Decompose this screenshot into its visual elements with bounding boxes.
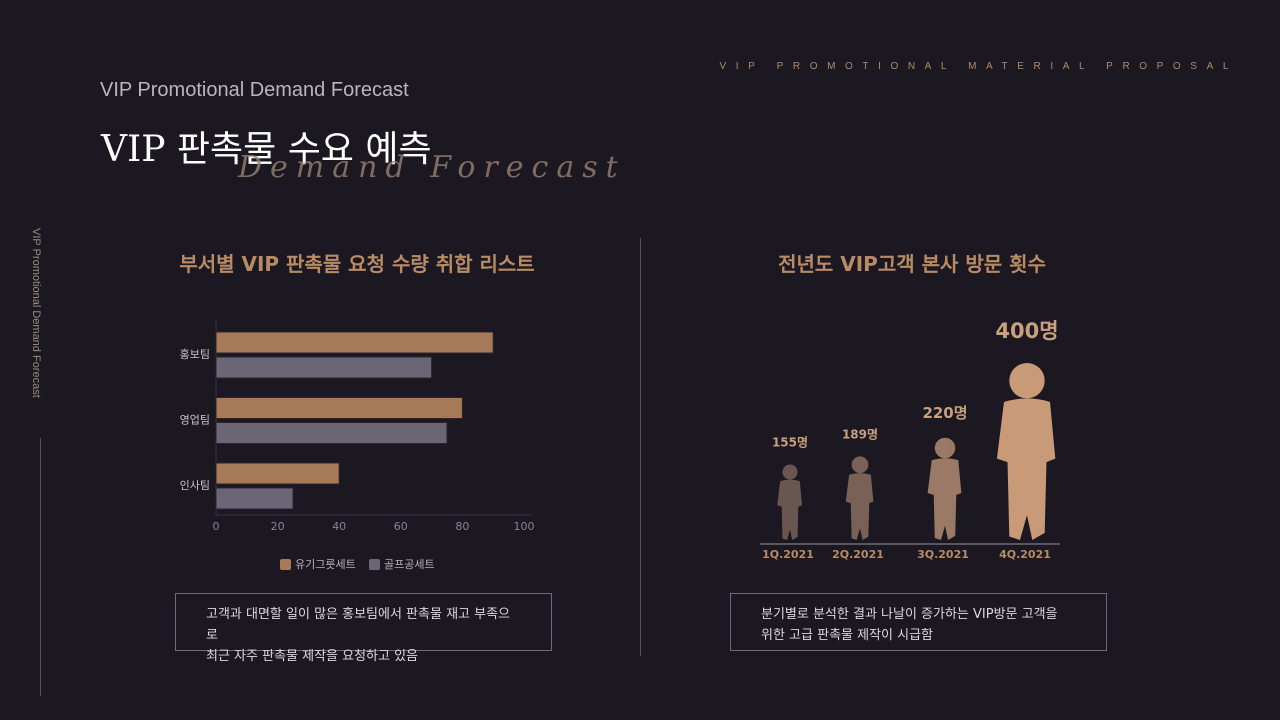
bar-bowl (215, 331, 494, 354)
bar-golf (215, 422, 448, 444)
person-head (1009, 363, 1045, 399)
note-line: 고객과 대면할 일이 많은 홍보팀에서 판촉물 재고 부족으로 (206, 607, 511, 643)
category-label: 인사팀 (180, 479, 210, 492)
person-silhouette-icon (777, 464, 803, 540)
right-note: 분기별로 분석한 결과 나날이 증가하는 VIP방문 고객을 위한 고급 판촉물… (730, 593, 1107, 651)
legend-swatch (280, 559, 291, 570)
note-line: 최근 자주 판촉물 제작을 요청하고 있음 (206, 649, 419, 664)
person-silhouette-icon (845, 456, 874, 540)
bar-golf (215, 356, 433, 379)
side-line (40, 438, 41, 696)
person-body (996, 398, 1056, 540)
bar-golf (215, 487, 294, 510)
category-label: 1Q.2021 (762, 548, 814, 561)
value-label: 400명 (995, 319, 1058, 343)
person-silhouette-icon (927, 437, 962, 540)
bar-bowl (215, 397, 463, 419)
right-panel-title: 전년도 VIP고객 본사 방문 횟수 (778, 252, 1046, 276)
note-line: 분기별로 분석한 결과 나날이 증가하는 VIP방문 고객을 (761, 607, 1058, 622)
value-label: 189명 (842, 427, 878, 441)
person-body (845, 473, 874, 540)
person-silhouette-icon (996, 363, 1056, 540)
category-label: 홍보팀 (180, 347, 210, 361)
x-tick-label: 40 (332, 520, 346, 533)
x-tick-label: 20 (271, 520, 285, 533)
legend-swatch (369, 559, 380, 570)
x-tick-label: 60 (394, 520, 408, 533)
bar-bowl (215, 462, 340, 485)
value-label: 220명 (922, 404, 967, 422)
category-label: 2Q.2021 (832, 548, 884, 561)
pictograph-chart: 155명 1Q.2021 189명 2Q.2021 220명 3Q.2021 400명 4Q.… (760, 319, 1060, 561)
left-panel-title: 부서별 VIP 판촉물 요청 수량 취합 리스트 (179, 252, 535, 276)
header-tag: VIP PROMOTIONAL MATERIAL PROPOSAL (719, 61, 1238, 72)
person-body (927, 458, 962, 540)
side-text: VIP Promotional Demand Forecast (30, 228, 42, 398)
divider (640, 238, 641, 656)
left-note: 고객과 대면할 일이 많은 홍보팀에서 판촉물 재고 부족으로 최근 자주 판촉… (175, 593, 552, 664)
category-label: 영업팀 (180, 414, 210, 427)
category-label: 3Q.2021 (917, 548, 969, 561)
person-head (934, 437, 956, 459)
legend-label: 유기그릇세트 (295, 558, 356, 571)
category-label: 4Q.2021 (999, 548, 1051, 561)
x-tick-label: 0 (213, 520, 220, 533)
page-subtitle: VIP Promotional Demand Forecast (100, 79, 409, 101)
x-tick-label: 80 (455, 520, 469, 533)
value-label: 155명 (772, 436, 808, 450)
legend-label: 골프공세트 (384, 558, 435, 571)
page-title: VIP 판촉물 수요 예측 (101, 129, 432, 170)
x-tick-label: 100 (514, 520, 535, 533)
person-head (851, 456, 869, 474)
script-decoration: Demand Forecast (238, 150, 626, 185)
note-line: 위한 고급 판촉물 제작이 시급함 (761, 628, 934, 643)
person-body (777, 479, 803, 540)
person-head (782, 464, 798, 480)
